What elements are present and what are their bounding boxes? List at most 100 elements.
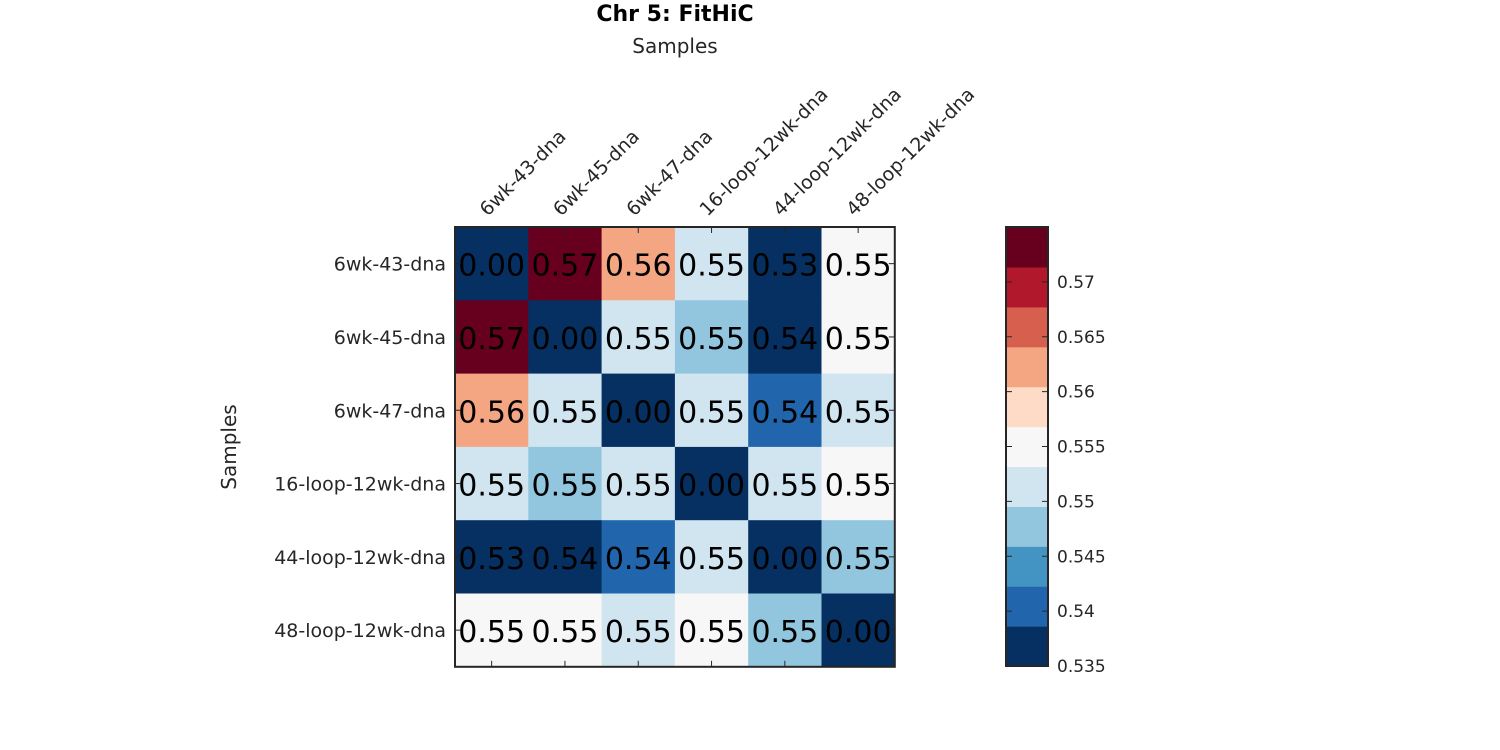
- cell-value-label: 0.00: [605, 395, 672, 430]
- heatmap-cell: [748, 520, 823, 595]
- y-axis-label: Samples: [217, 404, 241, 489]
- cell-value-label: 0.56: [458, 395, 525, 430]
- colorbar-band: [1006, 227, 1048, 268]
- cell-value-label: 0.00: [825, 615, 892, 650]
- cell-value-label: 0.55: [532, 615, 599, 650]
- heatmap-cell: [674, 300, 749, 375]
- colorbar-tick-label: 0.57: [1057, 273, 1095, 293]
- colorbar-band: [1006, 586, 1048, 627]
- heatmap-cell: [601, 446, 676, 521]
- heatmap-frame: [454, 226, 896, 668]
- heatmap-cell: [821, 446, 896, 521]
- y-tick-label: 6wk-47-dna: [334, 400, 446, 422]
- cell-value-label: 0.54: [532, 542, 599, 577]
- heatmap-cell: [748, 373, 823, 448]
- heatmap-cell: [528, 593, 603, 668]
- cell-value-label: 0.55: [605, 322, 672, 357]
- cell-value-label: 0.57: [458, 322, 525, 357]
- colorbar-band: [1006, 306, 1048, 348]
- colorbar-tick-label: 0.555: [1057, 438, 1106, 458]
- heatmap-cell: [674, 520, 749, 595]
- colorbar-tick-label: 0.545: [1057, 547, 1106, 567]
- cell-value-label: 0.00: [751, 542, 818, 577]
- y-tick-label: 6wk-43-dna: [334, 254, 446, 276]
- cell-value-label: 0.00: [678, 469, 745, 504]
- heatmap-cell: [601, 300, 676, 375]
- cell-value-label: 0.55: [605, 615, 672, 650]
- cell-value-label: 0.00: [532, 322, 599, 357]
- heatmap-cell: [748, 446, 823, 521]
- colorbar-band: [1006, 346, 1048, 388]
- cell-value-label: 0.55: [458, 469, 525, 504]
- colorbar-band: [1006, 426, 1048, 468]
- heatmap-cell: [821, 520, 896, 595]
- colorbar-tick-label: 0.54: [1057, 602, 1095, 622]
- cell-value-label: 0.53: [458, 542, 525, 577]
- y-tick-label: 48-loop-12wk-dna: [274, 620, 446, 642]
- x-tick-label: 44-loop-12wk-dna: [769, 83, 906, 220]
- heatmap-cell: [674, 227, 749, 301]
- heatmap-cell: [821, 227, 896, 301]
- heatmap-cell: [455, 446, 529, 521]
- cell-value-label: 0.55: [751, 615, 818, 650]
- cell-value-label: 0.54: [751, 322, 818, 357]
- heatmap-cell: [455, 373, 529, 448]
- colorbar-tick-label: 0.55: [1057, 492, 1095, 512]
- cell-value-label: 0.57: [532, 249, 599, 284]
- x-tick-label: 48-loop-12wk-dna: [842, 83, 979, 220]
- colorbar-tick-label: 0.56: [1057, 383, 1095, 403]
- heatmap-cell: [601, 593, 676, 668]
- heatmap-cell: [455, 520, 529, 595]
- y-tick-label: 6wk-45-dna: [334, 327, 446, 349]
- heatmap-cell: [455, 300, 529, 375]
- heatmap-cell: [601, 520, 676, 595]
- heatmap-cell: [748, 300, 823, 375]
- cell-value-label: 0.55: [825, 469, 892, 504]
- colorbar-tick-label: 0.535: [1057, 657, 1106, 677]
- cell-value-label: 0.55: [678, 249, 745, 284]
- heatmap-cell: [528, 520, 603, 595]
- cell-value-label: 0.55: [678, 615, 745, 650]
- cell-value-label: 0.00: [458, 249, 525, 284]
- colorbar-band: [1006, 386, 1048, 428]
- colorbar-band: [1006, 626, 1048, 667]
- cell-value-label: 0.55: [751, 469, 818, 504]
- colorbar-band: [1006, 266, 1048, 308]
- cell-value-label: 0.55: [605, 469, 672, 504]
- heatmap-cell: [528, 300, 603, 375]
- cell-value-label: 0.55: [825, 249, 892, 284]
- y-tick-label: 44-loop-12wk-dna: [274, 547, 446, 569]
- heatmap-cell: [674, 446, 749, 521]
- heatmap-cell: [821, 300, 896, 375]
- cell-value-label: 0.54: [751, 395, 818, 430]
- x-axis-label: Samples: [632, 34, 717, 58]
- heatmap-cell: [601, 227, 676, 301]
- cell-value-label: 0.55: [458, 615, 525, 650]
- cell-value-label: 0.56: [605, 249, 672, 284]
- heatmap-cell: [674, 373, 749, 448]
- colorbar: 0.535 0.54 0.545 0.55 0.555 0.56 0.565 0.57: [1005, 226, 1106, 677]
- y-tick-label: 16-loop-12wk-dna: [274, 474, 446, 496]
- heatmap-grid: 0.00 0.57 0.56 0.55 0.53 0.550.57 0.00 0.55 0.55…: [454, 226, 896, 668]
- cell-value-label: 0.55: [678, 395, 745, 430]
- heatmap-cell: [748, 593, 823, 668]
- heatmap-cell: [528, 373, 603, 448]
- cell-value-label: 0.55: [532, 395, 599, 430]
- colorbar-band: [1006, 546, 1048, 587]
- cell-value-label: 0.54: [605, 542, 672, 577]
- heatmap-cell: [674, 593, 749, 668]
- heatmap-cell: [821, 373, 896, 448]
- cell-value-label: 0.55: [678, 322, 745, 357]
- cell-value-label: 0.55: [825, 395, 892, 430]
- heatmap-cell: [528, 446, 603, 521]
- heatmap-cell: [455, 593, 529, 668]
- chart-title: Chr 5: FitHiC: [596, 2, 753, 27]
- colorbar-band: [1006, 506, 1048, 547]
- cell-value-label: 0.53: [751, 249, 818, 284]
- cell-value-label: 0.55: [532, 469, 599, 504]
- colorbar-band: [1006, 466, 1048, 507]
- heatmap-cell: [601, 373, 676, 448]
- cell-value-label: 0.55: [825, 542, 892, 577]
- heatmap-cell: [455, 227, 529, 301]
